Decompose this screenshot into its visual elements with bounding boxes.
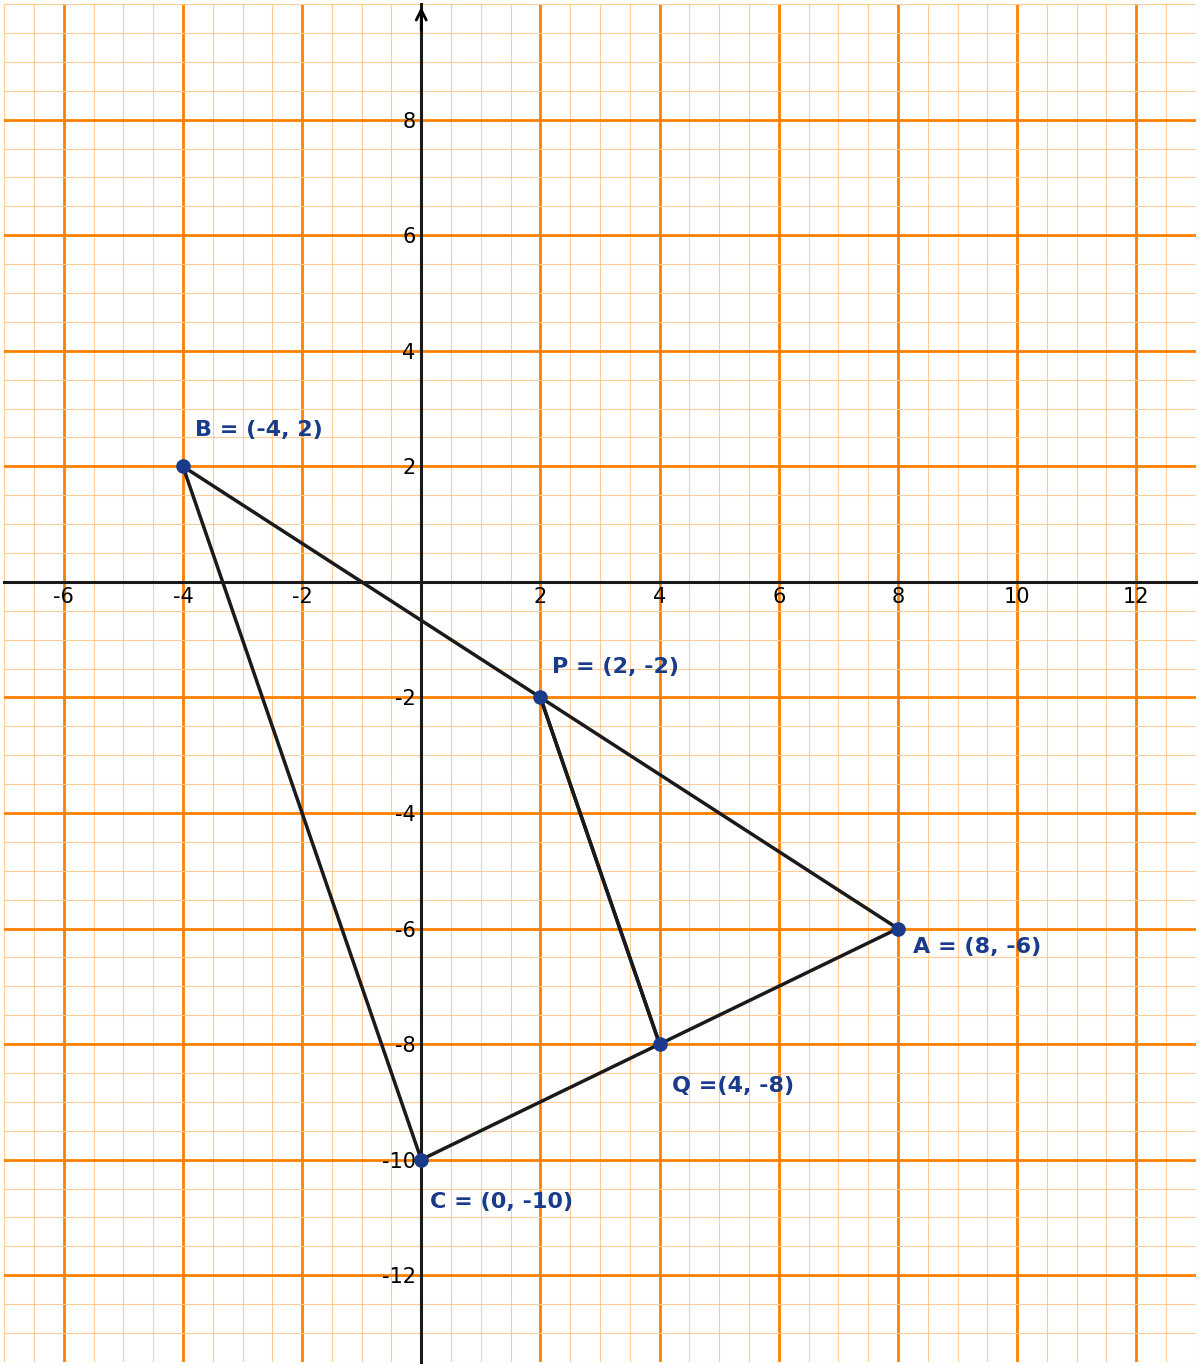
Point	[530, 687, 550, 709]
Text: B = (-4, 2): B = (-4, 2)	[194, 421, 323, 440]
Point	[650, 1033, 670, 1055]
Text: C = (0, -10): C = (0, -10)	[430, 1191, 574, 1212]
Text: Q =(4, -8): Q =(4, -8)	[672, 1076, 793, 1096]
Text: P = (2, -2): P = (2, -2)	[552, 657, 679, 678]
Point	[412, 1149, 431, 1171]
Point	[888, 918, 907, 940]
Text: A = (8, -6): A = (8, -6)	[913, 937, 1042, 958]
Point	[173, 455, 192, 477]
